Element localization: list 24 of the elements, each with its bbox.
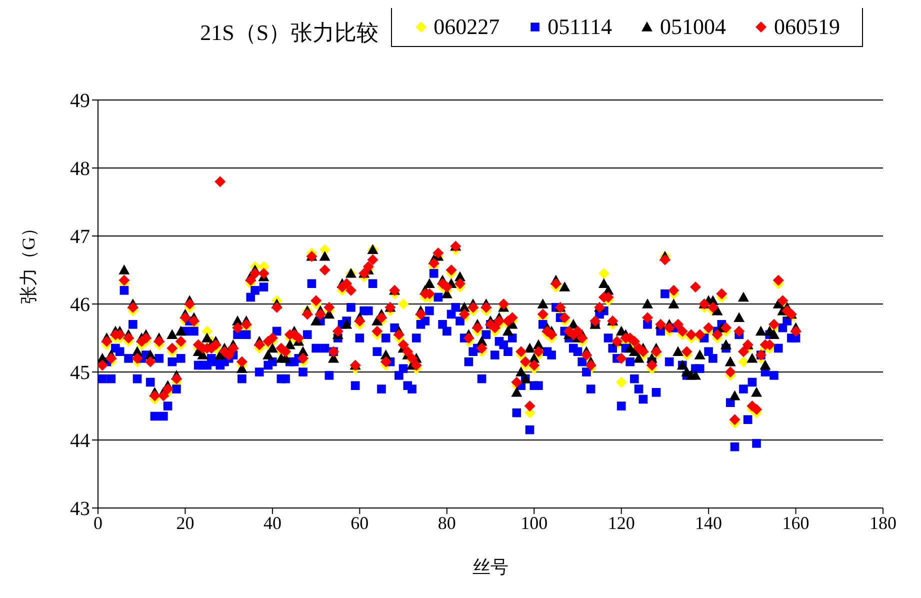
legend-label: 060519 [774,14,840,40]
y-tick-label: 49 [70,90,90,112]
x-tick-label: 120 [608,512,635,533]
y-axis-title: 张力（G） [18,219,38,304]
y-tick-label: 44 [70,430,90,452]
x-tick-label: 180 [870,512,896,533]
y-tick-label: 48 [70,158,90,180]
y-tick-label: 43 [70,498,90,520]
legend-label: 060227 [434,14,500,40]
y-tick-label: 47 [70,226,90,248]
x-tick-label: 20 [176,512,194,533]
y-tick-label: 46 [70,294,90,316]
legend-label: 051114 [548,14,612,40]
x-tick-label: 160 [782,512,810,533]
chart-title: 21S（S）张力比较 [200,19,380,47]
x-tick-label: 0 [94,512,102,533]
x-tick-label: 60 [350,512,369,533]
x-tick-label: 40 [263,512,282,533]
x-tick-label: 100 [520,512,548,533]
x-axis-title: 丝号 [472,557,508,577]
x-tick-label: 140 [695,512,722,533]
x-tick-label: 80 [438,512,456,533]
y-tick-label: 45 [70,362,90,384]
legend-label: 051004 [660,14,726,40]
